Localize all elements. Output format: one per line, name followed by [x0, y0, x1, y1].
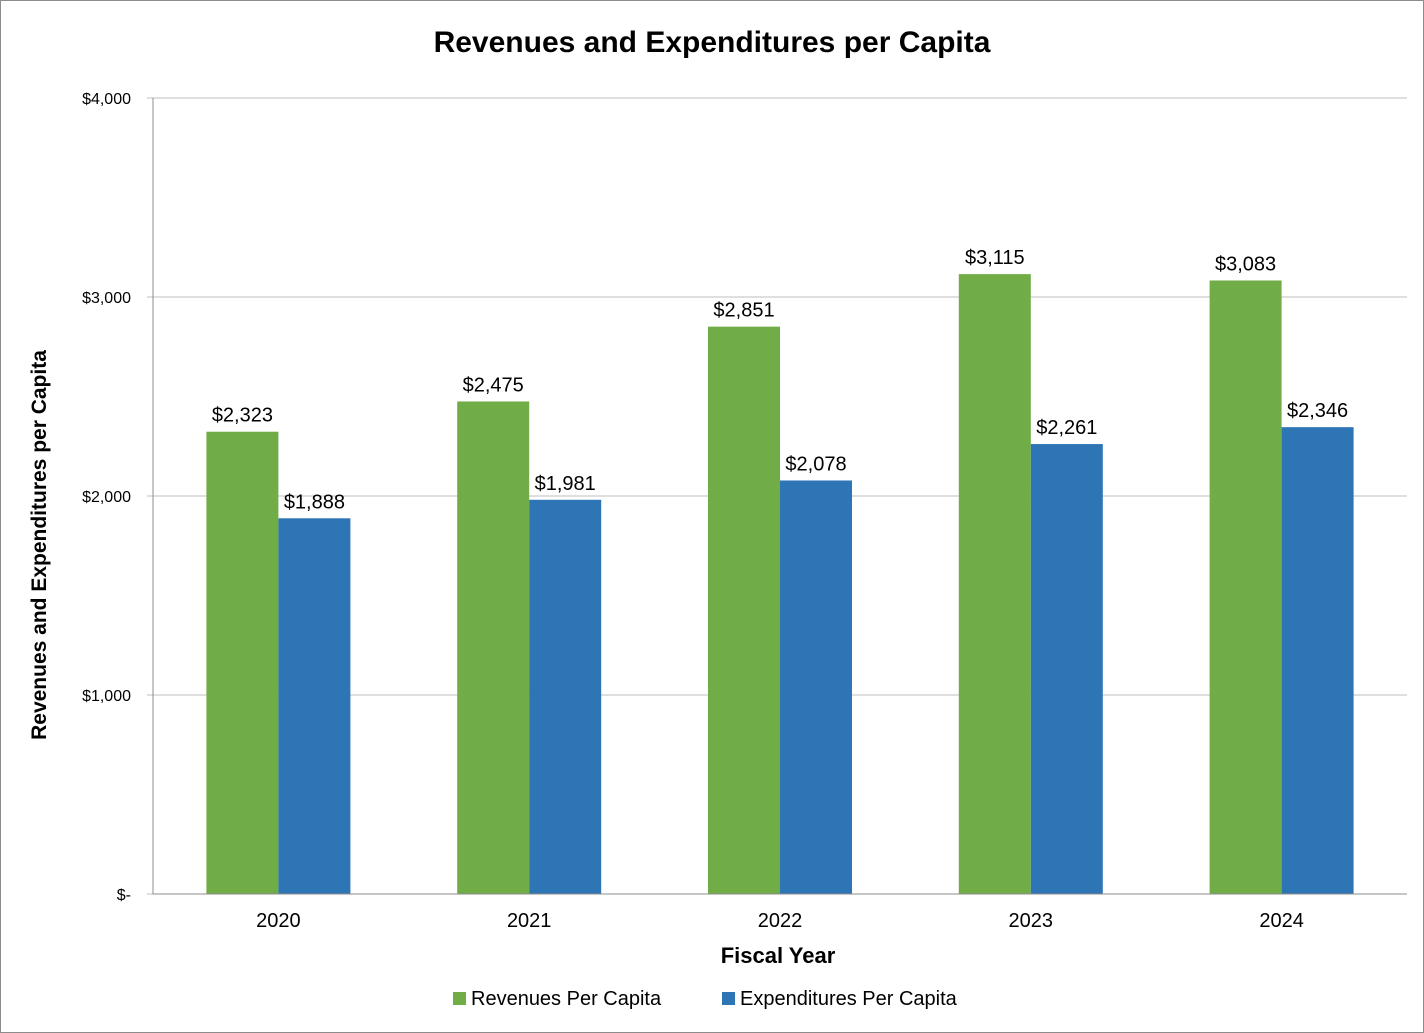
bar-expenditures [1281, 427, 1354, 894]
legend-item-expenditures: Expenditures Per Capita [722, 988, 958, 1010]
bar-expenditures [1030, 444, 1103, 894]
bar-expenditures [529, 499, 602, 894]
y-tick-label: $1,000 [82, 688, 131, 705]
y-tick-labels: $- $1,000 $2,000 $3,000 $4,000 [82, 91, 131, 904]
y-tick-label: $4,000 [82, 91, 131, 108]
legend: Revenues Per Capita Expenditures Per Capi… [453, 988, 958, 1010]
data-label: $2,323 [212, 405, 273, 427]
data-label: $2,346 [1287, 400, 1348, 422]
data-labels: $2,323 $1,888 $2,475 $1,981 $2,851 $2,078 $3,1… [212, 247, 1348, 513]
y-axis-label: Revenues and Expenditures per Capita [28, 350, 51, 740]
bar-revenues [206, 431, 279, 894]
data-label: $1,888 [284, 491, 345, 513]
data-label: $2,078 [785, 453, 846, 475]
bars [206, 274, 1354, 894]
data-label: $2,475 [463, 374, 524, 396]
legend-label: Revenues Per Capita [471, 988, 662, 1010]
bar-revenues [958, 274, 1031, 894]
data-label: $3,083 [1215, 253, 1276, 275]
bar-revenues [1209, 280, 1282, 894]
x-tick-label: 2022 [758, 910, 803, 932]
bar-expenditures [780, 480, 852, 894]
legend-item-revenues: Revenues Per Capita [453, 988, 662, 1010]
y-tick-label: $- [117, 887, 131, 904]
chart-title: Revenues and Expenditures per Capita [434, 26, 991, 59]
x-axis-label: Fiscal Year [721, 943, 836, 968]
x-tick-label: 2024 [1259, 910, 1304, 932]
data-label: $1,981 [535, 473, 596, 495]
x-tick-labels: 2020 2021 2022 2023 2024 [256, 910, 1304, 932]
data-label: $3,115 [965, 247, 1025, 269]
legend-label: Expenditures Per Capita [740, 988, 958, 1010]
y-tick-label: $2,000 [82, 489, 131, 506]
y-tick-label: $3,000 [82, 290, 131, 307]
x-tick-label: 2023 [1009, 910, 1054, 932]
legend-swatch [453, 992, 466, 1005]
x-tick-label: 2020 [256, 910, 301, 932]
data-label: $2,261 [1036, 417, 1097, 439]
bar-expenditures [278, 518, 351, 894]
bar-revenues [708, 326, 780, 894]
x-tick-label: 2021 [507, 910, 552, 932]
legend-swatch [722, 992, 735, 1005]
bar-revenues [457, 401, 530, 894]
data-label: $2,851 [713, 300, 774, 322]
